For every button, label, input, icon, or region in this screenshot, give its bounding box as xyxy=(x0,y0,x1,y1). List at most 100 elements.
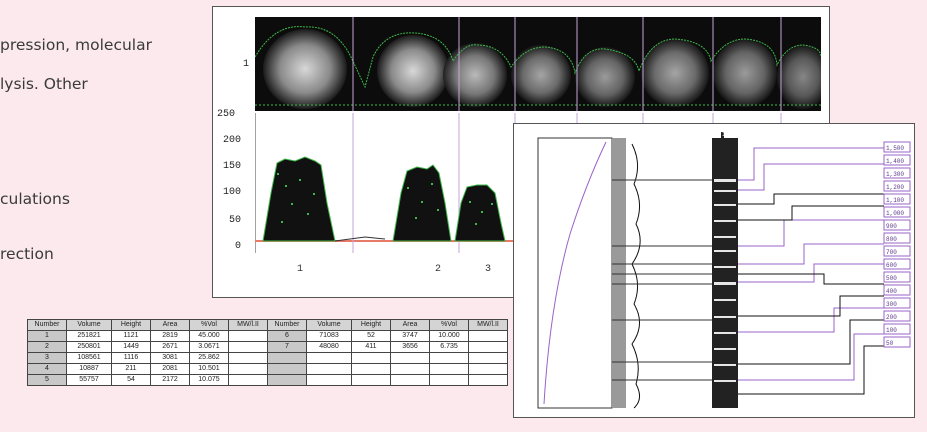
table-header-cell: %Vol xyxy=(429,319,469,331)
separator-bar xyxy=(612,138,626,408)
table-header-cell: Area xyxy=(390,319,430,331)
table-cell xyxy=(228,374,268,386)
gel-band-6 xyxy=(641,39,709,107)
size-label-box xyxy=(883,310,911,322)
band-sizing-svg: 1 1,500 1,400 1,300 1,200 1,100 1,000 900 800 70… xyxy=(537,131,911,409)
table-header-cell: MW/l.II xyxy=(468,319,508,331)
table-cell xyxy=(468,363,508,375)
table-cell: 1121 xyxy=(111,330,151,342)
table-cell: 1 xyxy=(27,330,67,342)
band-quantification-table: Number Volume Height Area %Vol MW/l.II Number V… xyxy=(27,319,508,386)
table-cell: 3081 xyxy=(150,352,190,364)
size-label-text: 100 xyxy=(886,327,897,334)
table-cell: 2 xyxy=(27,341,67,353)
band-sizing-window[interactable]: 1 1,500 1,400 1,300 1,200 1,100 1,000 900 800 70… xyxy=(513,123,915,418)
table-row: 5 55757 54 2172 10.075 xyxy=(27,374,508,386)
size-label-text: 200 xyxy=(886,314,897,321)
table-cell xyxy=(390,363,430,375)
table-cell: 250801 xyxy=(66,341,112,353)
standard-curve-box xyxy=(537,137,613,409)
table-header-cell: %Vol xyxy=(189,319,229,331)
gel-lane-bands xyxy=(714,179,736,382)
y-tick-0: 0 xyxy=(235,241,242,252)
table-cell: 251821 xyxy=(66,330,112,342)
table-cell xyxy=(429,363,469,375)
size-label-text: 700 xyxy=(886,249,897,256)
background-text-line-1: pression, molecular xyxy=(0,36,152,54)
table-row: 1 251821 1121 2819 45.000 6 71083 52 3747 10.000 xyxy=(27,330,508,342)
gel-bands-svg xyxy=(255,17,821,111)
table-cell xyxy=(429,352,469,364)
peak-speckles xyxy=(277,173,493,225)
size-label-box xyxy=(883,336,911,348)
size-label-box xyxy=(883,206,911,218)
table-cell xyxy=(228,352,268,364)
size-label-boxes: 1,500 1,400 1,300 1,200 1,100 1,000 900 800 700 6… xyxy=(883,141,911,348)
table-cell: 2819 xyxy=(150,330,190,342)
table-cell: 6 xyxy=(267,330,307,342)
table-cell: 1449 xyxy=(111,341,151,353)
table-cell xyxy=(228,363,268,375)
lane-x-label-2: 2 xyxy=(435,264,442,275)
size-label-text: 1,400 xyxy=(886,158,904,165)
gel-image-strip[interactable] xyxy=(255,17,821,111)
size-label-box xyxy=(883,180,911,192)
table-cell xyxy=(267,374,307,386)
size-label-box xyxy=(883,245,911,257)
size-label-text: 900 xyxy=(886,223,897,230)
size-label-box xyxy=(883,154,911,166)
table-cell: 55757 xyxy=(66,374,112,386)
table-header-cell: Number xyxy=(27,319,67,331)
gel-band-8 xyxy=(777,45,821,109)
table-cell: 3747 xyxy=(390,330,430,342)
table-cell: 10887 xyxy=(66,363,112,375)
size-connector-lines-purple xyxy=(738,147,884,381)
table-cell xyxy=(468,330,508,342)
lane-header-mark xyxy=(721,132,724,138)
horizontal-band-lines xyxy=(612,179,712,381)
table-cell: 2081 xyxy=(150,363,190,375)
gel-band-1 xyxy=(263,29,347,109)
table-cell: 7 xyxy=(267,341,307,353)
table-cell xyxy=(351,363,391,375)
table-cell: 25.862 xyxy=(189,352,229,364)
table-cell: 4 xyxy=(27,363,67,375)
table-cell: 411 xyxy=(351,341,391,353)
table-row: 3 108561 1116 3081 25.862 xyxy=(27,352,508,364)
table-cell: 5 xyxy=(27,374,67,386)
table-cell xyxy=(429,374,469,386)
table-cell: 3656 xyxy=(390,341,430,353)
table-cell xyxy=(267,363,307,375)
y-tick-100: 100 xyxy=(223,187,242,198)
size-label-box xyxy=(883,297,911,309)
table-header-cell: Volume xyxy=(66,319,112,331)
size-label-box xyxy=(883,167,911,179)
table-cell xyxy=(228,341,268,353)
table-cell: 54 xyxy=(111,374,151,386)
table-cell: 2671 xyxy=(150,341,190,353)
table-cell: 52 xyxy=(351,330,391,342)
size-label-text: 1,200 xyxy=(886,184,904,191)
table-header-cell: Volume xyxy=(306,319,352,331)
size-label-text: 600 xyxy=(886,262,897,269)
table-cell: 45.000 xyxy=(189,330,229,342)
table-header-cell: Height xyxy=(351,319,391,331)
y-tick-150: 150 xyxy=(223,161,242,172)
size-label-box xyxy=(883,258,911,270)
size-label-text: 50 xyxy=(886,340,894,347)
table-cell xyxy=(228,330,268,342)
table-cell xyxy=(390,352,430,364)
table-cell: 10.075 xyxy=(189,374,229,386)
lane-trace xyxy=(631,143,641,409)
profile-peak-1 xyxy=(262,156,336,242)
size-label-text: 1,100 xyxy=(886,197,904,204)
table-header-row: Number Volume Height Area %Vol MW/l.II Number V… xyxy=(27,319,508,331)
table-cell xyxy=(306,363,352,375)
size-label-text: 1,500 xyxy=(886,145,904,152)
standard-curve xyxy=(543,141,607,405)
size-label-box xyxy=(883,323,911,335)
gel-band-2 xyxy=(377,35,449,107)
size-label-text: 400 xyxy=(886,288,897,295)
size-label-text: 500 xyxy=(886,275,897,282)
table-cell xyxy=(306,352,352,364)
